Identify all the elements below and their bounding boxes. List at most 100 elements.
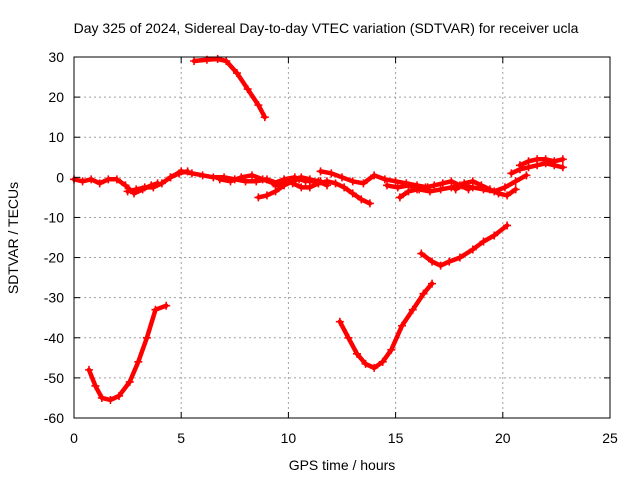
data-point <box>398 321 407 330</box>
data-point <box>436 261 445 270</box>
data-point <box>451 185 460 194</box>
x-tick-label: 20 <box>495 430 511 446</box>
y-tick-label: 30 <box>48 49 64 65</box>
data-point <box>187 169 196 178</box>
data-point <box>541 155 550 164</box>
data-point <box>447 177 456 186</box>
data-point <box>226 177 235 186</box>
data-point <box>413 185 422 194</box>
data-point <box>177 167 186 176</box>
data-point <box>297 173 306 182</box>
data-point <box>237 173 246 182</box>
data-point <box>305 183 314 192</box>
data-point <box>305 175 314 184</box>
data-point <box>243 85 252 94</box>
data-point <box>209 173 218 182</box>
data-point <box>258 175 267 184</box>
data-point <box>507 169 516 178</box>
y-tick-label: -60 <box>44 410 64 426</box>
data-point <box>97 393 106 402</box>
data-point <box>331 179 340 188</box>
data-point <box>558 155 567 164</box>
plot-frame <box>73 56 611 419</box>
data-point <box>140 183 149 192</box>
data-point <box>254 101 263 110</box>
data-point <box>104 175 113 184</box>
data-point <box>87 175 96 184</box>
data-point <box>468 245 477 254</box>
y-tick-label: -20 <box>44 250 64 266</box>
data-point <box>132 185 141 194</box>
data-point <box>370 171 379 180</box>
data-point <box>370 363 379 372</box>
data-point <box>477 181 486 190</box>
data-point <box>91 381 100 390</box>
data-point <box>490 231 499 240</box>
data-point <box>417 249 426 258</box>
data-point <box>271 181 280 190</box>
y-tick-label: -50 <box>44 370 64 386</box>
y-tick-label: 10 <box>48 129 64 145</box>
data-point <box>190 57 199 66</box>
data-point <box>522 171 531 180</box>
data-point <box>378 357 387 366</box>
data-point <box>338 173 346 182</box>
data-point <box>215 175 224 184</box>
y-tick-label: -30 <box>44 290 64 306</box>
data-point <box>503 221 512 230</box>
data-point <box>383 181 392 190</box>
data-point <box>134 357 143 366</box>
data-point <box>232 69 241 78</box>
data-point <box>479 237 488 246</box>
data-point <box>149 183 158 192</box>
data-point <box>222 57 231 66</box>
data-point <box>445 257 454 266</box>
data-point <box>550 157 559 166</box>
x-tick-label: 15 <box>388 430 404 446</box>
data-point <box>455 253 464 262</box>
data-point <box>430 181 439 190</box>
data-point <box>121 181 130 190</box>
data-point <box>316 167 325 176</box>
data-point <box>288 179 297 188</box>
series-trace-1 <box>86 303 169 403</box>
data-point <box>348 177 357 186</box>
series-trace-3 <box>337 281 435 371</box>
y-tick-label: -40 <box>44 330 64 346</box>
y-axis-label: SDTVAR / TECUs <box>5 182 21 294</box>
series-trace-2 <box>191 56 268 120</box>
data-point <box>395 193 404 202</box>
data-point <box>503 191 512 200</box>
data-point <box>408 305 417 314</box>
y-tick-label: 20 <box>48 89 64 105</box>
data-point <box>142 333 151 342</box>
data-point <box>162 301 171 310</box>
data-point <box>558 163 567 172</box>
y-tick-label: -10 <box>44 209 64 225</box>
data-point <box>533 155 542 164</box>
data-point <box>335 317 344 326</box>
data-point <box>524 157 533 166</box>
data-point <box>391 177 400 186</box>
data-point <box>95 179 104 188</box>
data-point <box>511 185 520 194</box>
data-point <box>112 175 121 184</box>
data-point <box>500 183 509 192</box>
data-point <box>340 183 349 192</box>
data-point <box>428 279 437 288</box>
data-point <box>428 257 437 266</box>
y-tick-label: 0 <box>56 169 64 185</box>
x-tick-label: 0 <box>70 430 78 446</box>
data-point <box>419 289 428 298</box>
data-point <box>262 191 271 200</box>
data-point <box>365 199 374 208</box>
data-series <box>70 55 567 404</box>
data-point <box>357 195 366 204</box>
data-point <box>198 171 207 180</box>
data-point <box>404 187 413 196</box>
data-point <box>380 175 389 184</box>
data-point <box>254 193 263 202</box>
data-point <box>359 179 368 188</box>
data-point <box>314 179 323 188</box>
